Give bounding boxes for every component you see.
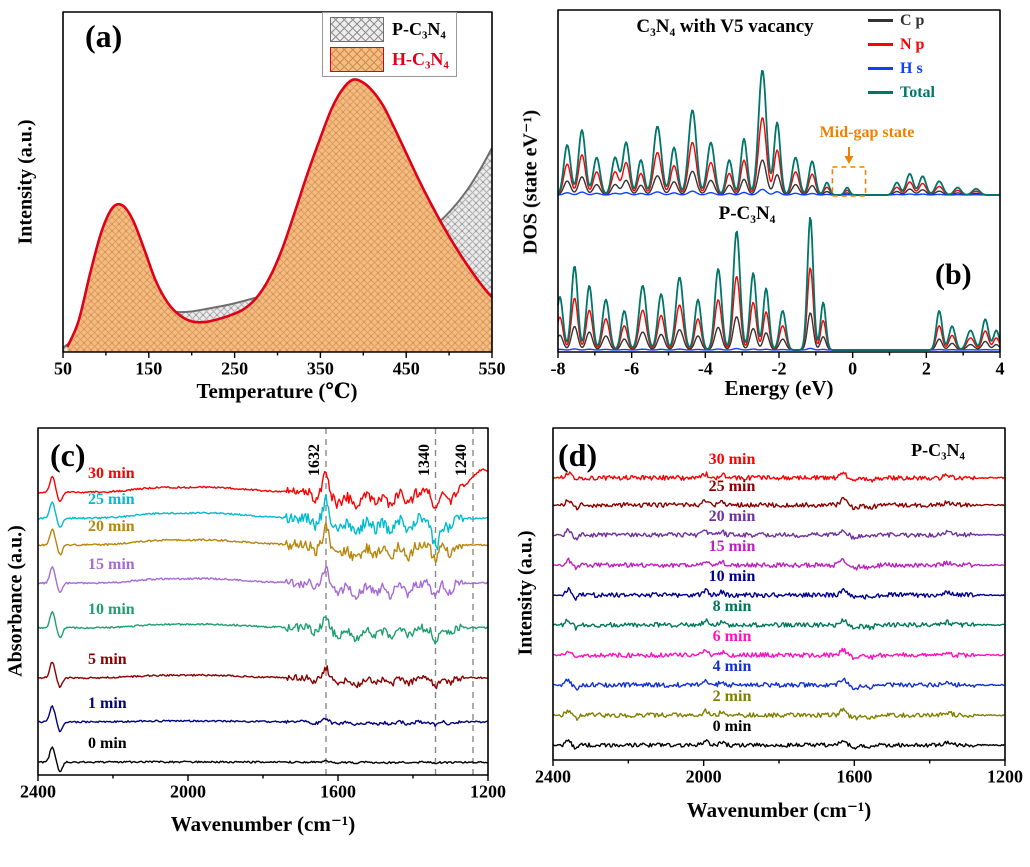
series-label-6-min: 6 min (712, 628, 752, 646)
panel-d-xlabel: Wavenumber (cm⁻¹) (686, 798, 872, 822)
series-label-25-min: 25 min (708, 478, 756, 496)
panel-b-xlabel: Energy (eV) (724, 376, 834, 400)
panel-b: C₃N₄ with V5 vacancy C p N p H s Total M… (510, 0, 1030, 410)
series-label-0-min: 0 min (712, 718, 752, 736)
series-label-30-min: 30 min (708, 450, 756, 468)
panel-d-ylabel: Intensity (a.u.) (514, 530, 537, 656)
series-label-15-min: 15 min (708, 538, 756, 556)
np-line-swatch (868, 43, 893, 46)
series-label-8-min: 8 min (712, 597, 752, 615)
panel-b-legend: C p N p H s Total (868, 10, 935, 103)
total-legend-label: Total (900, 83, 935, 101)
pc3n4-hatch-swatch (330, 17, 384, 42)
midgap-state-annotation: Mid-gap state (819, 124, 915, 141)
hc3n4-hatch-swatch (330, 47, 384, 72)
series-label-10-min: 10 min (88, 600, 135, 618)
hs-legend-label: H s (900, 59, 923, 77)
panel-a-ylabel: Intensity (a.u.) (14, 119, 37, 245)
panel-c-xlabel: Wavenumber (cm⁻¹) (170, 812, 356, 836)
panel-b-sublabel: P-C₃N₄ (718, 203, 776, 224)
legend-item-hc3n4: H-C₃N₄ (330, 47, 449, 72)
panel-d: (d) P-C₃N₄ Wavenumber (cm⁻¹) Intensity (… (510, 415, 1030, 867)
total-line-swatch (868, 91, 893, 94)
series-label-15-min: 15 min (88, 556, 135, 574)
panel-a: (a) P-C₃N₄ H-C₃N₄ Temperature (℃) Intens… (0, 0, 510, 410)
series-label-4-min: 4 min (712, 657, 752, 675)
legend-item-cp: C p (868, 10, 935, 31)
dashed-line-label-1632: 1632 (306, 444, 323, 476)
panel-d-plot-canvas (510, 415, 1030, 867)
panel-b-tag: (b) (935, 258, 972, 291)
np-legend-label: N p (900, 35, 925, 53)
cp-legend-label: C p (900, 11, 925, 29)
panel-b-title: C₃N₄ with V5 vacancy (636, 16, 814, 37)
panel-a-xlabel: Temperature (℃) (196, 379, 358, 403)
panel-d-sample-label: P-C₃N₄ (911, 440, 965, 460)
panel-c-tag: (c) (50, 437, 86, 473)
hc3n4-legend-label: H-C₃N₄ (392, 49, 449, 69)
panel-b-plot-canvas (510, 0, 1030, 410)
dashed-line-label-1240: 1240 (453, 444, 470, 476)
panel-c-ylabel: Absorbance (a.u.) (4, 525, 27, 677)
series-label-1-min: 1 min (88, 694, 127, 712)
series-label-5-min: 5 min (88, 650, 127, 668)
series-label-30-min: 30 min (88, 465, 135, 483)
panel-c-plot-canvas (0, 415, 510, 867)
series-label-20-min: 20 min (708, 507, 756, 525)
cp-line-swatch (868, 19, 893, 22)
legend-item-np: N p (868, 34, 935, 55)
panel-c: (c) Wavenumber (cm⁻¹) Absorbance (a.u.) … (0, 415, 510, 867)
series-label-10-min: 10 min (708, 567, 756, 585)
panel-a-tag: (a) (85, 18, 123, 54)
series-label-20-min: 20 min (88, 517, 135, 535)
legend-item-hs: H s (868, 58, 935, 79)
hs-line-swatch (868, 67, 893, 70)
legend-item-pc3n4: P-C₃N₄ (330, 17, 449, 42)
panel-b-ylabel: DOS (state eV⁻¹) (519, 109, 542, 255)
series-label-2-min: 2 min (712, 688, 752, 706)
legend-item-total: Total (868, 82, 935, 103)
series-label-0-min: 0 min (88, 735, 127, 753)
panel-d-tag: (d) (558, 437, 598, 473)
series-label-25-min: 25 min (88, 491, 135, 509)
pc3n4-legend-label: P-C₃N₄ (392, 19, 446, 39)
panel-a-legend: P-C₃N₄ H-C₃N₄ (322, 12, 457, 77)
dashed-line-label-1340: 1340 (415, 444, 433, 476)
